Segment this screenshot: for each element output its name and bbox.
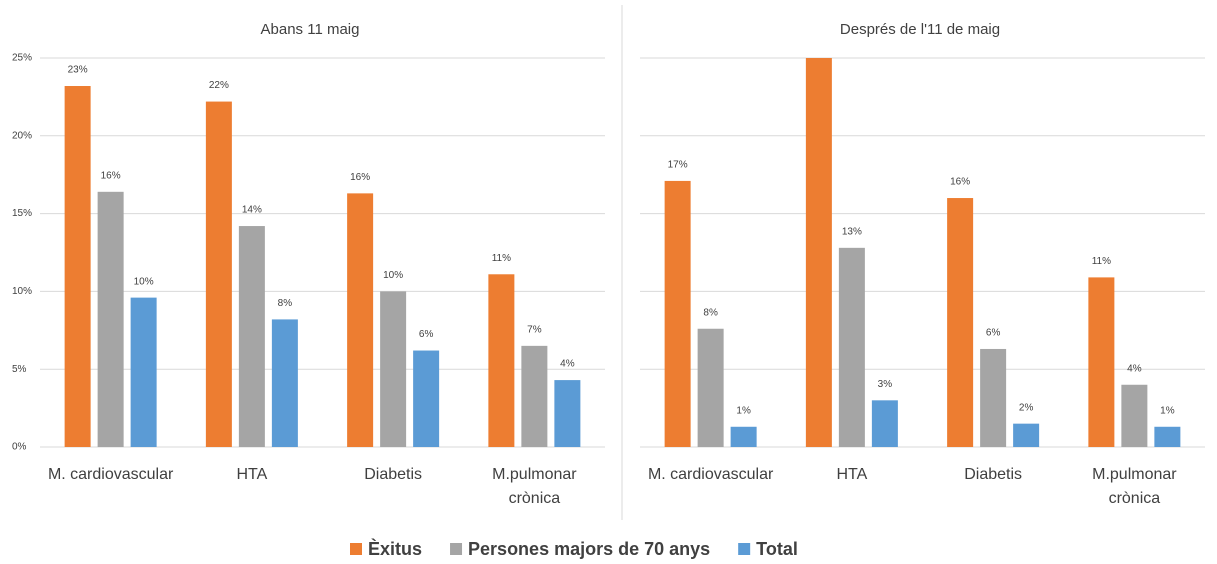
bar <box>347 193 374 447</box>
y-tick-label: 25% <box>12 53 32 64</box>
bar <box>871 400 898 447</box>
bar <box>664 180 691 447</box>
bar <box>1121 384 1148 447</box>
x-tick-label: Diabetis <box>964 466 1023 483</box>
data-label: 16% <box>350 172 370 183</box>
y-tick-label: 10% <box>12 286 32 297</box>
legend-label: Èxitus <box>368 538 422 559</box>
x-tick-label: M.pulmonar crònica <box>1092 466 1177 507</box>
data-label: 11% <box>492 253 511 264</box>
bar <box>413 350 440 447</box>
data-label: 22% <box>209 80 229 91</box>
data-label: 8% <box>278 298 293 309</box>
x-tick-label: Diabetis <box>364 466 423 483</box>
chart-title: Abans 11 maig <box>261 21 360 38</box>
data-label: 7% <box>527 325 542 336</box>
bar <box>271 319 298 447</box>
data-label: 4% <box>560 359 575 370</box>
data-label: 10% <box>134 276 154 287</box>
bar <box>64 86 91 448</box>
data-label: 8% <box>703 307 718 318</box>
legend-label: Total <box>756 539 798 559</box>
data-label: 11% <box>1092 256 1111 267</box>
legend-swatch <box>450 543 463 555</box>
bar <box>130 297 157 447</box>
y-tick-label: 5% <box>12 364 27 375</box>
y-tick-label: 0% <box>12 442 27 453</box>
data-label: 4% <box>1127 363 1142 374</box>
legend-label: Persones majors de 70 anys <box>468 539 710 559</box>
x-tick-label: M. cardiovascular <box>647 466 774 483</box>
y-tick-label: 15% <box>12 208 32 219</box>
chart-title: Després de l'11 de maig <box>840 21 1000 38</box>
x-tick-label: M. cardiovascular <box>47 466 174 483</box>
data-label: 10% <box>383 270 403 281</box>
bar <box>488 274 515 447</box>
data-label: 14% <box>242 205 262 216</box>
bar <box>1013 423 1040 447</box>
legend-swatch <box>350 543 362 555</box>
data-label: 1% <box>736 405 751 416</box>
bar <box>805 58 832 447</box>
data-label: 3% <box>878 379 893 390</box>
data-label: 2% <box>1019 402 1034 413</box>
data-label: 23% <box>68 65 88 76</box>
legend-swatch <box>738 543 751 555</box>
bar <box>97 191 124 447</box>
x-tick-label: M.pulmonar crònica <box>492 466 577 507</box>
bar <box>1088 277 1115 447</box>
bar <box>521 345 548 447</box>
bar <box>730 426 757 447</box>
data-label: 16% <box>950 177 970 188</box>
bar <box>380 291 407 447</box>
data-label: 17% <box>668 160 688 171</box>
bar <box>697 328 724 447</box>
x-tick-label: HTA <box>236 466 268 483</box>
bar <box>205 101 232 448</box>
data-label: 1% <box>1160 405 1175 416</box>
data-label: 13% <box>842 226 862 237</box>
bar <box>554 380 581 447</box>
bar <box>1154 426 1181 447</box>
x-tick-label: HTA <box>836 466 868 483</box>
bar <box>838 247 865 447</box>
bar <box>980 348 1007 447</box>
y-tick-label: 20% <box>12 130 32 141</box>
data-label: 6% <box>986 328 1001 339</box>
data-label: 6% <box>419 329 434 340</box>
bar <box>238 226 265 447</box>
data-label: 16% <box>101 170 121 181</box>
bar <box>947 198 974 447</box>
